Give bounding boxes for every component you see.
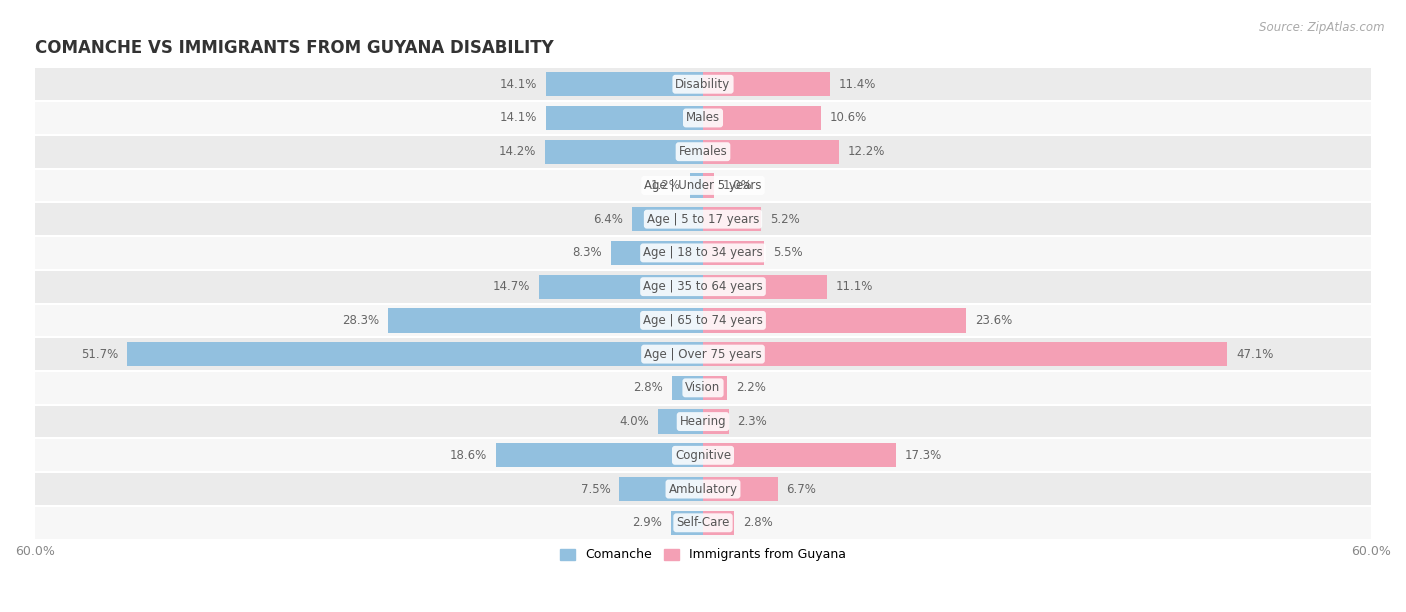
Text: Source: ZipAtlas.com: Source: ZipAtlas.com	[1260, 21, 1385, 34]
Text: 14.1%: 14.1%	[499, 78, 537, 91]
Bar	[631, 207, 703, 231]
Bar	[703, 241, 765, 265]
Legend: Comanche, Immigrants from Guyana: Comanche, Immigrants from Guyana	[555, 543, 851, 567]
Bar	[703, 409, 728, 434]
Text: 1.0%: 1.0%	[723, 179, 752, 192]
Bar	[672, 376, 703, 400]
Bar	[35, 67, 1371, 101]
Bar	[620, 477, 703, 501]
Bar	[35, 236, 1371, 270]
Bar	[703, 106, 821, 130]
Bar	[35, 135, 1371, 168]
Text: 23.6%: 23.6%	[974, 314, 1012, 327]
Bar	[703, 477, 778, 501]
Bar	[703, 207, 761, 231]
Bar	[689, 173, 703, 198]
Text: Self-Care: Self-Care	[676, 517, 730, 529]
Text: 11.1%: 11.1%	[835, 280, 873, 293]
Text: Disability: Disability	[675, 78, 731, 91]
Bar	[128, 342, 703, 366]
Bar	[35, 438, 1371, 472]
Bar	[35, 101, 1371, 135]
Text: Ambulatory: Ambulatory	[668, 482, 738, 496]
Text: Vision: Vision	[685, 381, 721, 394]
Bar	[496, 443, 703, 468]
Bar	[35, 371, 1371, 405]
Text: 8.3%: 8.3%	[572, 247, 602, 259]
Text: Age | 5 to 17 years: Age | 5 to 17 years	[647, 213, 759, 226]
Text: 14.1%: 14.1%	[499, 111, 537, 124]
Text: Age | 18 to 34 years: Age | 18 to 34 years	[643, 247, 763, 259]
Bar	[703, 510, 734, 535]
Text: 2.8%: 2.8%	[633, 381, 662, 394]
Bar	[610, 241, 703, 265]
Bar	[703, 376, 727, 400]
Text: 2.3%: 2.3%	[738, 415, 768, 428]
Bar	[35, 203, 1371, 236]
Text: 11.4%: 11.4%	[839, 78, 876, 91]
Text: Age | Under 5 years: Age | Under 5 years	[644, 179, 762, 192]
Text: 5.2%: 5.2%	[770, 213, 800, 226]
Text: 14.7%: 14.7%	[494, 280, 530, 293]
Bar	[703, 308, 966, 332]
Bar	[658, 409, 703, 434]
Bar	[703, 72, 830, 96]
Text: 12.2%: 12.2%	[848, 145, 886, 159]
Bar	[546, 106, 703, 130]
Text: 1.2%: 1.2%	[651, 179, 681, 192]
Bar	[35, 304, 1371, 337]
Bar	[35, 168, 1371, 203]
Text: 6.4%: 6.4%	[593, 213, 623, 226]
Text: 2.2%: 2.2%	[737, 381, 766, 394]
Text: 14.2%: 14.2%	[499, 145, 536, 159]
Text: Cognitive: Cognitive	[675, 449, 731, 462]
Bar	[35, 337, 1371, 371]
Bar	[703, 275, 827, 299]
Bar	[546, 140, 703, 164]
Bar	[35, 506, 1371, 540]
Text: 4.0%: 4.0%	[620, 415, 650, 428]
Text: 47.1%: 47.1%	[1236, 348, 1274, 360]
Text: 18.6%: 18.6%	[450, 449, 486, 462]
Bar	[388, 308, 703, 332]
Bar	[671, 510, 703, 535]
Text: 2.8%: 2.8%	[744, 517, 773, 529]
Text: 2.9%: 2.9%	[631, 517, 662, 529]
Bar	[546, 72, 703, 96]
Text: Age | Over 75 years: Age | Over 75 years	[644, 348, 762, 360]
Text: Age | 35 to 64 years: Age | 35 to 64 years	[643, 280, 763, 293]
Bar	[703, 342, 1227, 366]
Text: Age | 65 to 74 years: Age | 65 to 74 years	[643, 314, 763, 327]
Text: 17.3%: 17.3%	[904, 449, 942, 462]
Bar	[703, 173, 714, 198]
Bar	[703, 140, 839, 164]
Bar	[540, 275, 703, 299]
Text: COMANCHE VS IMMIGRANTS FROM GUYANA DISABILITY: COMANCHE VS IMMIGRANTS FROM GUYANA DISAB…	[35, 40, 554, 58]
Bar	[35, 270, 1371, 304]
Text: 7.5%: 7.5%	[581, 482, 610, 496]
Text: 5.5%: 5.5%	[773, 247, 803, 259]
Bar	[35, 405, 1371, 438]
Text: Females: Females	[679, 145, 727, 159]
Bar	[35, 472, 1371, 506]
Text: 28.3%: 28.3%	[342, 314, 380, 327]
Text: Hearing: Hearing	[679, 415, 727, 428]
Text: 6.7%: 6.7%	[786, 482, 817, 496]
Text: 51.7%: 51.7%	[82, 348, 118, 360]
Text: 10.6%: 10.6%	[830, 111, 868, 124]
Text: Males: Males	[686, 111, 720, 124]
Bar	[703, 443, 896, 468]
